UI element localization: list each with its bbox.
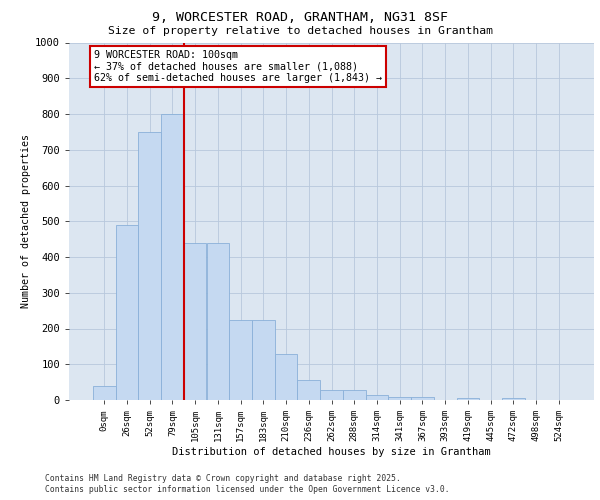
- Bar: [139, 132, 161, 400]
- Bar: [343, 390, 365, 400]
- Text: 9, WORCESTER ROAD, GRANTHAM, NG31 8SF: 9, WORCESTER ROAD, GRANTHAM, NG31 8SF: [152, 11, 448, 24]
- X-axis label: Distribution of detached houses by size in Grantham: Distribution of detached houses by size …: [172, 447, 491, 457]
- Y-axis label: Number of detached properties: Number of detached properties: [21, 134, 31, 308]
- Bar: [116, 225, 139, 400]
- Bar: [229, 320, 252, 400]
- Bar: [298, 380, 320, 400]
- Bar: [365, 395, 388, 400]
- Bar: [161, 114, 184, 400]
- Bar: [93, 386, 116, 400]
- Bar: [275, 354, 298, 400]
- Bar: [411, 398, 434, 400]
- Text: 9 WORCESTER ROAD: 100sqm
← 37% of detached houses are smaller (1,088)
62% of sem: 9 WORCESTER ROAD: 100sqm ← 37% of detach…: [94, 50, 382, 83]
- Text: Contains public sector information licensed under the Open Government Licence v3: Contains public sector information licen…: [45, 485, 449, 494]
- Bar: [388, 398, 411, 400]
- Text: Contains HM Land Registry data © Crown copyright and database right 2025.: Contains HM Land Registry data © Crown c…: [45, 474, 401, 483]
- Bar: [502, 398, 524, 400]
- Bar: [320, 390, 343, 400]
- Bar: [184, 242, 206, 400]
- Bar: [457, 398, 479, 400]
- Text: Size of property relative to detached houses in Grantham: Size of property relative to detached ho…: [107, 26, 493, 36]
- Bar: [206, 242, 229, 400]
- Bar: [252, 320, 275, 400]
